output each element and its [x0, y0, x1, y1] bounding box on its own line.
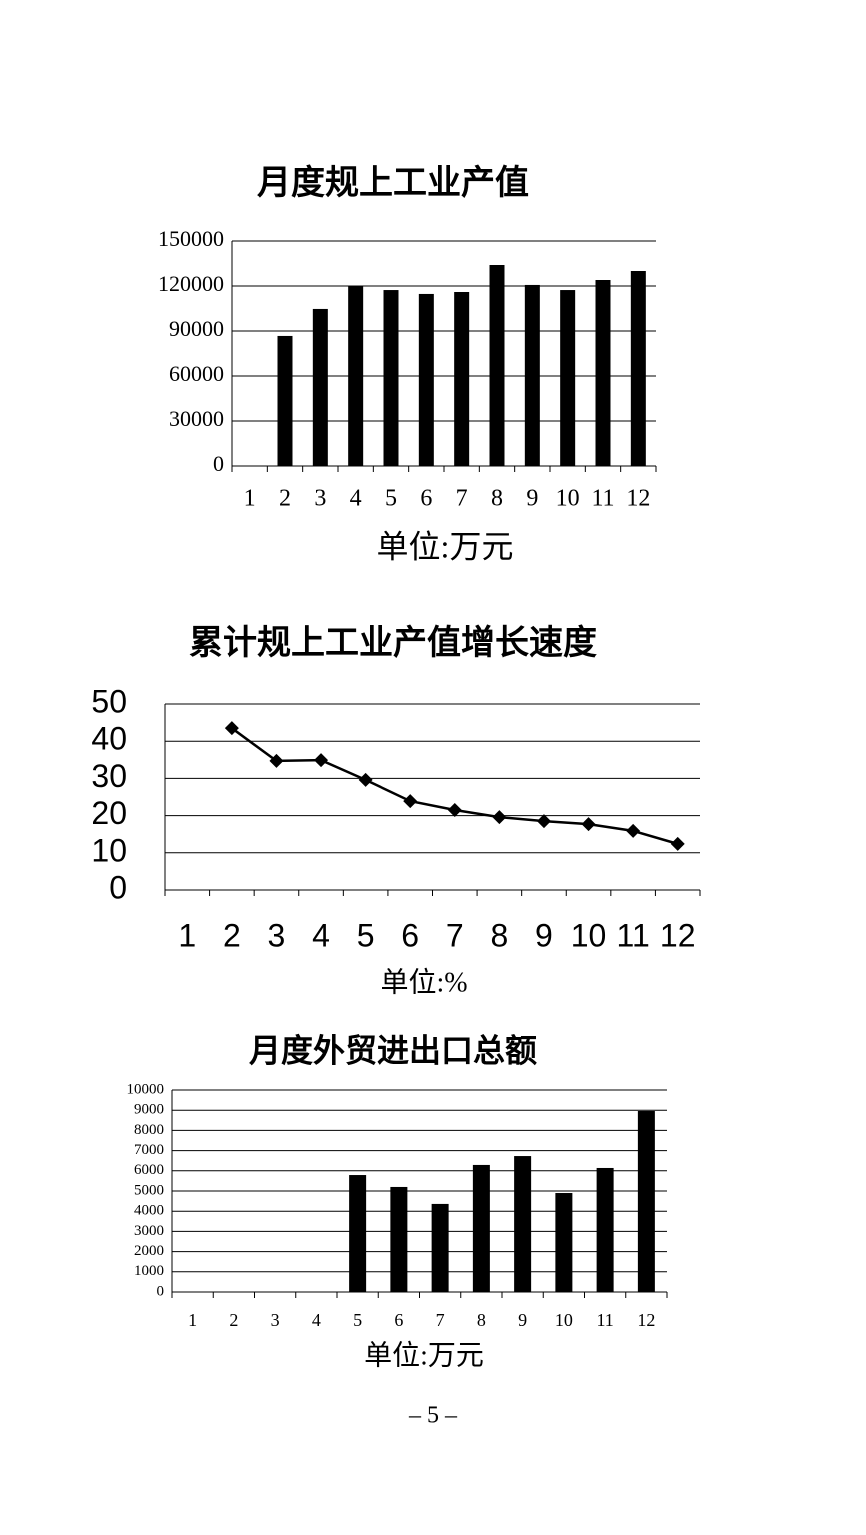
x-tick-label: 7 — [436, 1310, 445, 1330]
x-tick-label: 11 — [591, 486, 614, 512]
data-point — [224, 721, 239, 736]
y-tick-label: 6000 — [134, 1162, 164, 1178]
chart-title: 月度外贸进出口总额 — [249, 1032, 537, 1068]
chart-title: 月度规上工业产值 — [257, 164, 529, 202]
bar — [514, 1156, 532, 1292]
y-tick-label: 10 — [91, 832, 127, 868]
x-tick-label: 3 — [314, 486, 326, 512]
bar — [472, 1164, 490, 1292]
bar — [277, 335, 293, 466]
x-tick-label: 6 — [420, 486, 432, 512]
x-tick-label: 4 — [312, 1310, 321, 1330]
y-tick-label: 120000 — [158, 271, 224, 296]
x-tick-label: 1 — [244, 486, 256, 512]
bar — [312, 308, 328, 466]
data-point — [492, 810, 507, 825]
bar — [630, 271, 646, 466]
x-tick-label: 10 — [571, 917, 607, 953]
y-tick-label: 90000 — [169, 316, 224, 341]
x-tick-label: 5 — [385, 486, 397, 512]
bar — [489, 265, 505, 466]
y-tick-label: 50 — [91, 683, 127, 719]
bar — [524, 284, 540, 466]
y-tick-label: 10000 — [127, 1081, 165, 1097]
data-point — [358, 772, 373, 787]
data-point — [269, 753, 284, 768]
x-tick-label: 3 — [271, 1310, 280, 1330]
bar — [454, 292, 470, 466]
y-tick-label: 40 — [91, 721, 127, 757]
x-tick-label: 4 — [350, 486, 362, 512]
bar — [418, 293, 434, 466]
y-tick-label: 0 — [157, 1283, 165, 1299]
x-tick-label: 11 — [617, 917, 650, 953]
x-tick-label: 2 — [223, 917, 241, 953]
bar — [349, 1175, 367, 1292]
bar — [637, 1111, 655, 1292]
chart-title: 累计规上工业产值增长速度 — [189, 624, 597, 662]
data-point — [670, 836, 685, 851]
x-tick-label: 1 — [188, 1310, 197, 1330]
y-tick-label: 0 — [213, 451, 224, 476]
y-tick-label: 5000 — [134, 1182, 164, 1198]
bar — [555, 1193, 573, 1292]
data-point — [581, 817, 596, 832]
x-tick-label: 9 — [526, 486, 538, 512]
y-tick-label: 8000 — [134, 1122, 164, 1138]
data-point — [314, 753, 329, 768]
bar — [596, 1167, 614, 1292]
x-tick-label: 2 — [279, 486, 291, 512]
y-tick-label: 60000 — [169, 361, 224, 386]
x-tick-label: 10 — [555, 1310, 573, 1330]
x-tick-label: 10 — [556, 486, 580, 512]
bar — [348, 286, 364, 466]
x-tick-label: 6 — [394, 1310, 403, 1330]
x-tick-label: 7 — [446, 917, 464, 953]
x-tick-label: 12 — [637, 1310, 655, 1330]
x-tick-label: 8 — [491, 486, 503, 512]
x-tick-label: 7 — [456, 486, 468, 512]
x-tick-label: 6 — [401, 917, 419, 953]
data-point — [403, 794, 418, 809]
page-number: – 5 – — [408, 1403, 458, 1429]
data-point — [536, 814, 551, 829]
bar — [383, 290, 399, 466]
y-tick-label: 7000 — [134, 1142, 164, 1158]
x-tick-label: 5 — [357, 917, 375, 953]
x-tick-label: 4 — [312, 917, 330, 953]
y-tick-label: 30 — [91, 758, 127, 794]
x-tick-label: 12 — [660, 917, 696, 953]
x-tick-label: 2 — [229, 1310, 238, 1330]
y-tick-label: 150000 — [158, 226, 224, 251]
x-tick-label: 9 — [535, 917, 553, 953]
y-tick-label: 30000 — [169, 406, 224, 431]
bar — [595, 280, 611, 466]
x-tick-label: 3 — [268, 917, 286, 953]
y-tick-label: 2000 — [134, 1243, 164, 1259]
y-tick-label: 3000 — [134, 1223, 164, 1239]
x-tick-label: 11 — [596, 1310, 613, 1330]
bar — [431, 1203, 449, 1292]
axis-unit-label: 单位:万元 — [377, 528, 514, 564]
axis-unit-label: 单位:% — [380, 966, 467, 998]
x-tick-label: 5 — [353, 1310, 362, 1330]
bar — [560, 290, 576, 466]
x-tick-label: 8 — [490, 917, 508, 953]
data-point — [447, 803, 462, 818]
y-tick-label: 20 — [91, 795, 127, 831]
y-tick-label: 4000 — [134, 1203, 164, 1219]
y-tick-label: 0 — [109, 869, 127, 905]
x-tick-label: 12 — [626, 486, 650, 512]
x-tick-label: 9 — [518, 1310, 527, 1330]
y-tick-label: 1000 — [134, 1263, 164, 1279]
x-tick-label: 8 — [477, 1310, 486, 1330]
data-point — [626, 823, 641, 838]
bar — [390, 1186, 408, 1292]
y-tick-label: 9000 — [134, 1102, 164, 1118]
x-tick-label: 1 — [178, 917, 196, 953]
axis-unit-label: 单位:万元 — [364, 1339, 484, 1371]
